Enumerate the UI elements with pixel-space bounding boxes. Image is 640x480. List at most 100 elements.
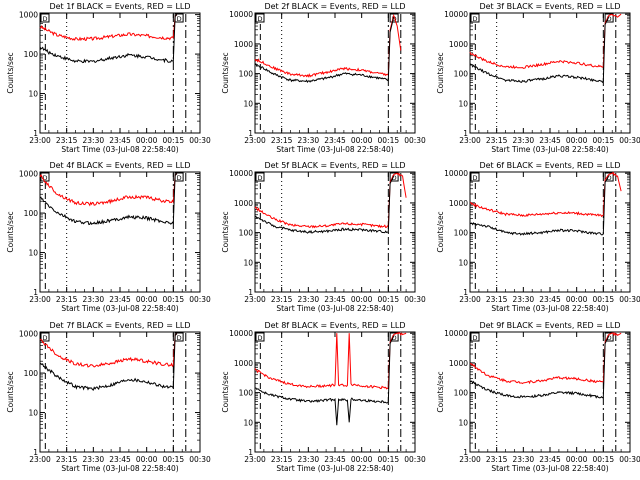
x-tick-label: 00:00 (351, 295, 373, 304)
plot-frame (469, 12, 631, 134)
y-tick-label: 1 (248, 448, 253, 457)
y-axis-label: Counts/sec (436, 211, 445, 252)
x-tick-label: 23:00 (459, 136, 481, 145)
events-series-line (255, 335, 395, 426)
x-tick-label: 00:00 (351, 455, 373, 464)
y-tick-label: 100 (24, 369, 39, 378)
lld-series-line (469, 171, 622, 218)
events-series-line (39, 333, 178, 391)
y-tick-label: 1 (33, 129, 38, 138)
y-tick-label: 100 (24, 209, 39, 218)
events-series-line (39, 173, 178, 226)
events-series-line (39, 14, 178, 64)
x-tick-label: 23:00 (29, 136, 51, 145)
lld-series-line (254, 13, 402, 78)
chart-title: Det 8f BLACK = Events, RED = LLD (264, 321, 405, 330)
x-axis-label: Start Time (03-Jul-08 22:58:40) (491, 304, 608, 313)
x-tick-label: 00:00 (351, 136, 373, 145)
x-tick-label: 23:30 (513, 295, 535, 304)
y-tick-label: 100 (239, 229, 254, 238)
x-tick-label: 23:45 (324, 455, 346, 464)
y-tick-label: 10000 (229, 10, 253, 19)
flag-label: D (607, 15, 612, 23)
y-tick-label: 100 (454, 229, 469, 238)
x-tick-label: 00:30 (404, 136, 426, 145)
lld-series-line (39, 14, 178, 42)
lld-series-line (39, 333, 178, 368)
chart-title: Det 6f BLACK = Events, RED = LLD (479, 161, 620, 170)
flag-label: D (472, 15, 477, 23)
flag-label: D (607, 174, 612, 182)
y-tick-label: 1000 (449, 199, 468, 208)
lld-series-line (254, 331, 407, 390)
plot-frame (39, 12, 201, 134)
x-tick-label: 23:30 (513, 455, 535, 464)
chart-title: Det 5f BLACK = Events, RED = LLD (264, 161, 405, 170)
x-tick-label: 00:15 (593, 295, 615, 304)
x-tick-label: 23:45 (109, 295, 131, 304)
x-tick-label: 00:30 (404, 455, 426, 464)
x-tick-label: 23:45 (324, 136, 346, 145)
x-tick-label: 23:45 (539, 295, 561, 304)
chart-panel-5: Det 5f BLACK = Events, RED = LLD 1 10 100 10… (221, 161, 426, 313)
x-tick-label: 23:00 (459, 455, 481, 464)
x-axis-label: Start Time (03-Jul-08 22:58:40) (276, 145, 393, 154)
y-tick-label: 10 (243, 99, 253, 108)
chart-title: Det 4f BLACK = Events, RED = LLD (49, 161, 190, 170)
x-tick-label: 00:15 (163, 136, 185, 145)
x-tick-label: 23:15 (486, 295, 508, 304)
events-series-line (469, 16, 610, 84)
y-axis-label: Counts/sec (436, 371, 445, 412)
y-tick-label: 1000 (234, 40, 253, 49)
x-tick-label: 23:30 (83, 455, 105, 464)
x-tick-label: 23:30 (298, 136, 320, 145)
flag-label: D (472, 174, 477, 182)
y-tick-label: 1 (248, 129, 253, 138)
x-axis-label: Start Time (03-Jul-08 22:58:40) (491, 145, 608, 154)
chart-panel-3: Det 3f BLACK = Events, RED = LLD 1 10 100 10… (436, 2, 640, 154)
y-tick-label: 10 (28, 249, 38, 258)
flag-label: D (177, 334, 182, 342)
x-tick-label: 00:30 (189, 455, 211, 464)
chart-panel-2: Det 2f BLACK = Events, RED = LLD 1 10 100 10… (221, 2, 426, 154)
chart-title: Det 3f BLACK = Events, RED = LLD (479, 2, 620, 11)
x-tick-label: 23:30 (298, 295, 320, 304)
flag-label: D (392, 334, 397, 342)
x-tick-label: 00:30 (619, 136, 640, 145)
plot-frame (254, 331, 416, 453)
x-axis-label: Start Time (03-Jul-08 22:58:40) (276, 304, 393, 313)
x-tick-label: 23:45 (539, 455, 561, 464)
x-tick-label: 00:30 (404, 295, 426, 304)
chart-title: Det 7f BLACK = Events, RED = LLD (49, 321, 190, 330)
chart-title: Det 2f BLACK = Events, RED = LLD (264, 2, 405, 11)
plot-frame (254, 171, 416, 293)
x-tick-label: 00:00 (566, 295, 588, 304)
lld-series-line (469, 331, 622, 385)
y-tick-label: 10000 (444, 10, 468, 19)
x-tick-label: 23:30 (83, 136, 105, 145)
flag-label: D (257, 174, 262, 182)
y-axis-label: Counts/sec (221, 211, 230, 252)
chart-title: Det 1f BLACK = Events, RED = LLD (49, 2, 190, 11)
y-axis-label: Counts/sec (221, 371, 230, 412)
x-tick-label: 00:15 (378, 136, 400, 145)
x-tick-label: 00:30 (189, 136, 211, 145)
x-tick-label: 23:00 (244, 295, 266, 304)
x-tick-label: 23:45 (539, 136, 561, 145)
flag-box (604, 172, 614, 182)
x-tick-label: 23:00 (244, 455, 266, 464)
x-tick-label: 23:00 (29, 295, 51, 304)
x-tick-label: 00:00 (136, 136, 158, 145)
flag-box (40, 172, 50, 182)
flag-box (40, 332, 50, 342)
flag-label: D (392, 15, 397, 23)
x-tick-label: 23:30 (513, 136, 535, 145)
x-tick-label: 00:15 (378, 295, 400, 304)
x-tick-label: 00:30 (189, 295, 211, 304)
y-axis-label: Counts/sec (6, 371, 15, 412)
y-axis-label: Counts/sec (6, 52, 15, 93)
x-tick-label: 23:15 (271, 455, 293, 464)
plot-frame (39, 171, 201, 293)
flag-label: D (392, 174, 397, 182)
x-tick-label: 00:00 (136, 455, 158, 464)
